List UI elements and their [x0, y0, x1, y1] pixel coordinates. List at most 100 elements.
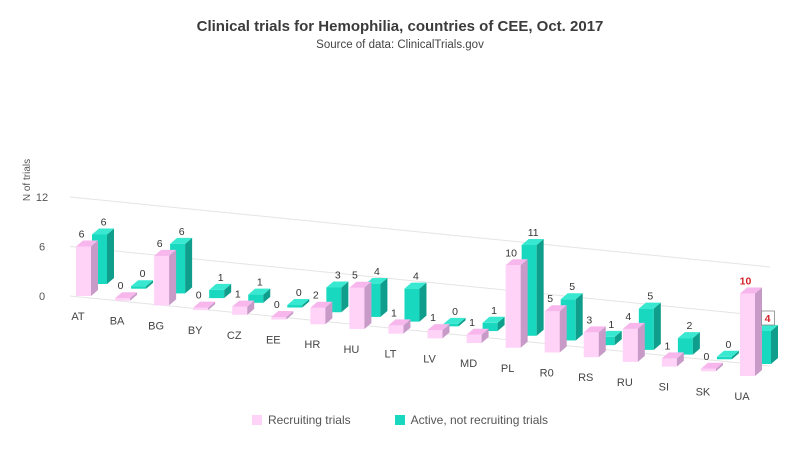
- value-label: 0: [726, 339, 732, 351]
- bar-side: [380, 277, 388, 317]
- category-label-EE: EE: [266, 335, 281, 347]
- bar-side: [755, 287, 762, 376]
- bar-side: [637, 322, 645, 362]
- bar-front: [248, 294, 264, 303]
- bar-top: [482, 316, 505, 323]
- bar-front: [271, 317, 287, 320]
- value-label: 6: [179, 226, 185, 238]
- bar-front: [427, 330, 443, 339]
- bar-front: [287, 305, 303, 308]
- bar-PL-recruiting: [505, 259, 528, 348]
- value-label: 3: [586, 314, 592, 326]
- value-label: 1: [391, 307, 397, 319]
- bar-top: [388, 319, 411, 326]
- bar-front: [232, 306, 248, 315]
- category-label-HR: HR: [304, 339, 320, 351]
- bar-top: [115, 292, 138, 299]
- value-label: 2: [313, 290, 319, 302]
- bar-top: [716, 350, 739, 357]
- value-label: 1: [469, 317, 475, 329]
- bar-SK-active: [716, 350, 739, 360]
- bar-LT-active: [404, 282, 427, 322]
- bar-side: [146, 280, 154, 289]
- bar-side: [442, 324, 450, 339]
- bar-top: [76, 240, 98, 247]
- bar-top: [700, 362, 723, 369]
- value-label: 4: [374, 266, 380, 278]
- bar-top: [583, 326, 606, 333]
- bar-BY-active: [209, 283, 232, 299]
- bar-front: [661, 358, 677, 367]
- category-label-RS: RS: [578, 372, 593, 384]
- bar-front: [740, 293, 755, 376]
- bar-side: [247, 300, 255, 315]
- bar-MD-recruiting: [466, 328, 489, 344]
- bar-top: [209, 283, 232, 290]
- bar-front: [677, 338, 693, 355]
- bar-front: [310, 307, 326, 325]
- bar-top: [677, 332, 700, 339]
- value-label: 5: [547, 293, 553, 305]
- bar-top: [92, 228, 114, 235]
- legend-swatch-recruiting: [251, 415, 262, 425]
- bar-RS-recruiting: [583, 326, 606, 358]
- value-label: 2: [686, 320, 692, 332]
- bar-top: [404, 282, 427, 289]
- category-label-LT: LT: [384, 349, 396, 361]
- bar-side: [692, 332, 700, 355]
- bar-side: [575, 293, 583, 341]
- bar-top: [310, 301, 333, 308]
- bar-HR-recruiting: [310, 301, 333, 325]
- category-label-AT: AT: [71, 311, 85, 323]
- bar-side: [325, 301, 333, 325]
- bar-LV-active: [443, 317, 466, 327]
- value-label: 1: [235, 289, 241, 301]
- legend: Recruiting trials Active, not recruiting…: [0, 413, 800, 427]
- bar-front: [388, 325, 404, 334]
- bar-EE-recruiting: [271, 311, 294, 320]
- bar-side: [715, 362, 723, 372]
- bar-side: [403, 319, 411, 334]
- bar-front: [544, 311, 560, 353]
- bar-side: [130, 292, 138, 301]
- category-label-SI: SI: [659, 382, 669, 394]
- bars: [76, 228, 778, 376]
- value-label: 0: [452, 306, 458, 318]
- bar-top: [349, 281, 372, 288]
- value-label: 0: [296, 287, 302, 299]
- value-label: 0: [140, 268, 146, 280]
- bar-side: [91, 240, 98, 296]
- bar-front: [622, 328, 638, 362]
- bar-CZ-recruiting: [232, 300, 255, 315]
- bar-side: [653, 302, 661, 350]
- legend-item-recruiting: Recruiting trials: [251, 413, 351, 427]
- bar-BY-recruiting: [193, 301, 216, 311]
- bar-side: [263, 288, 271, 303]
- bar-top: [544, 305, 567, 312]
- value-label: 0: [704, 351, 710, 363]
- bar-side: [481, 328, 489, 344]
- chart-subtitle: Source of data: ClinicalTrials.gov: [316, 39, 484, 51]
- bar-front: [482, 322, 498, 332]
- bar-side: [208, 301, 216, 311]
- bar-side: [676, 352, 684, 367]
- category-label-R0: R0: [540, 367, 554, 379]
- bar-front: [154, 255, 170, 306]
- bar-side: [559, 305, 567, 353]
- value-label: 10: [740, 276, 752, 288]
- bar-BA-active: [131, 280, 154, 289]
- gridline: [69, 295, 771, 367]
- value-label: 1: [664, 340, 670, 352]
- bar-top: [271, 311, 294, 318]
- value-label: 0: [118, 280, 124, 292]
- bar-SK-recruiting: [700, 362, 723, 372]
- bar-top: [740, 287, 762, 294]
- gridline: [69, 196, 771, 268]
- bar-front: [599, 336, 615, 346]
- legend-item-active: Active, not recruiting trials: [394, 413, 548, 427]
- value-label: 1: [491, 305, 497, 317]
- bar-side: [419, 282, 427, 322]
- value-label: 11: [528, 227, 539, 239]
- bar-side: [107, 228, 114, 284]
